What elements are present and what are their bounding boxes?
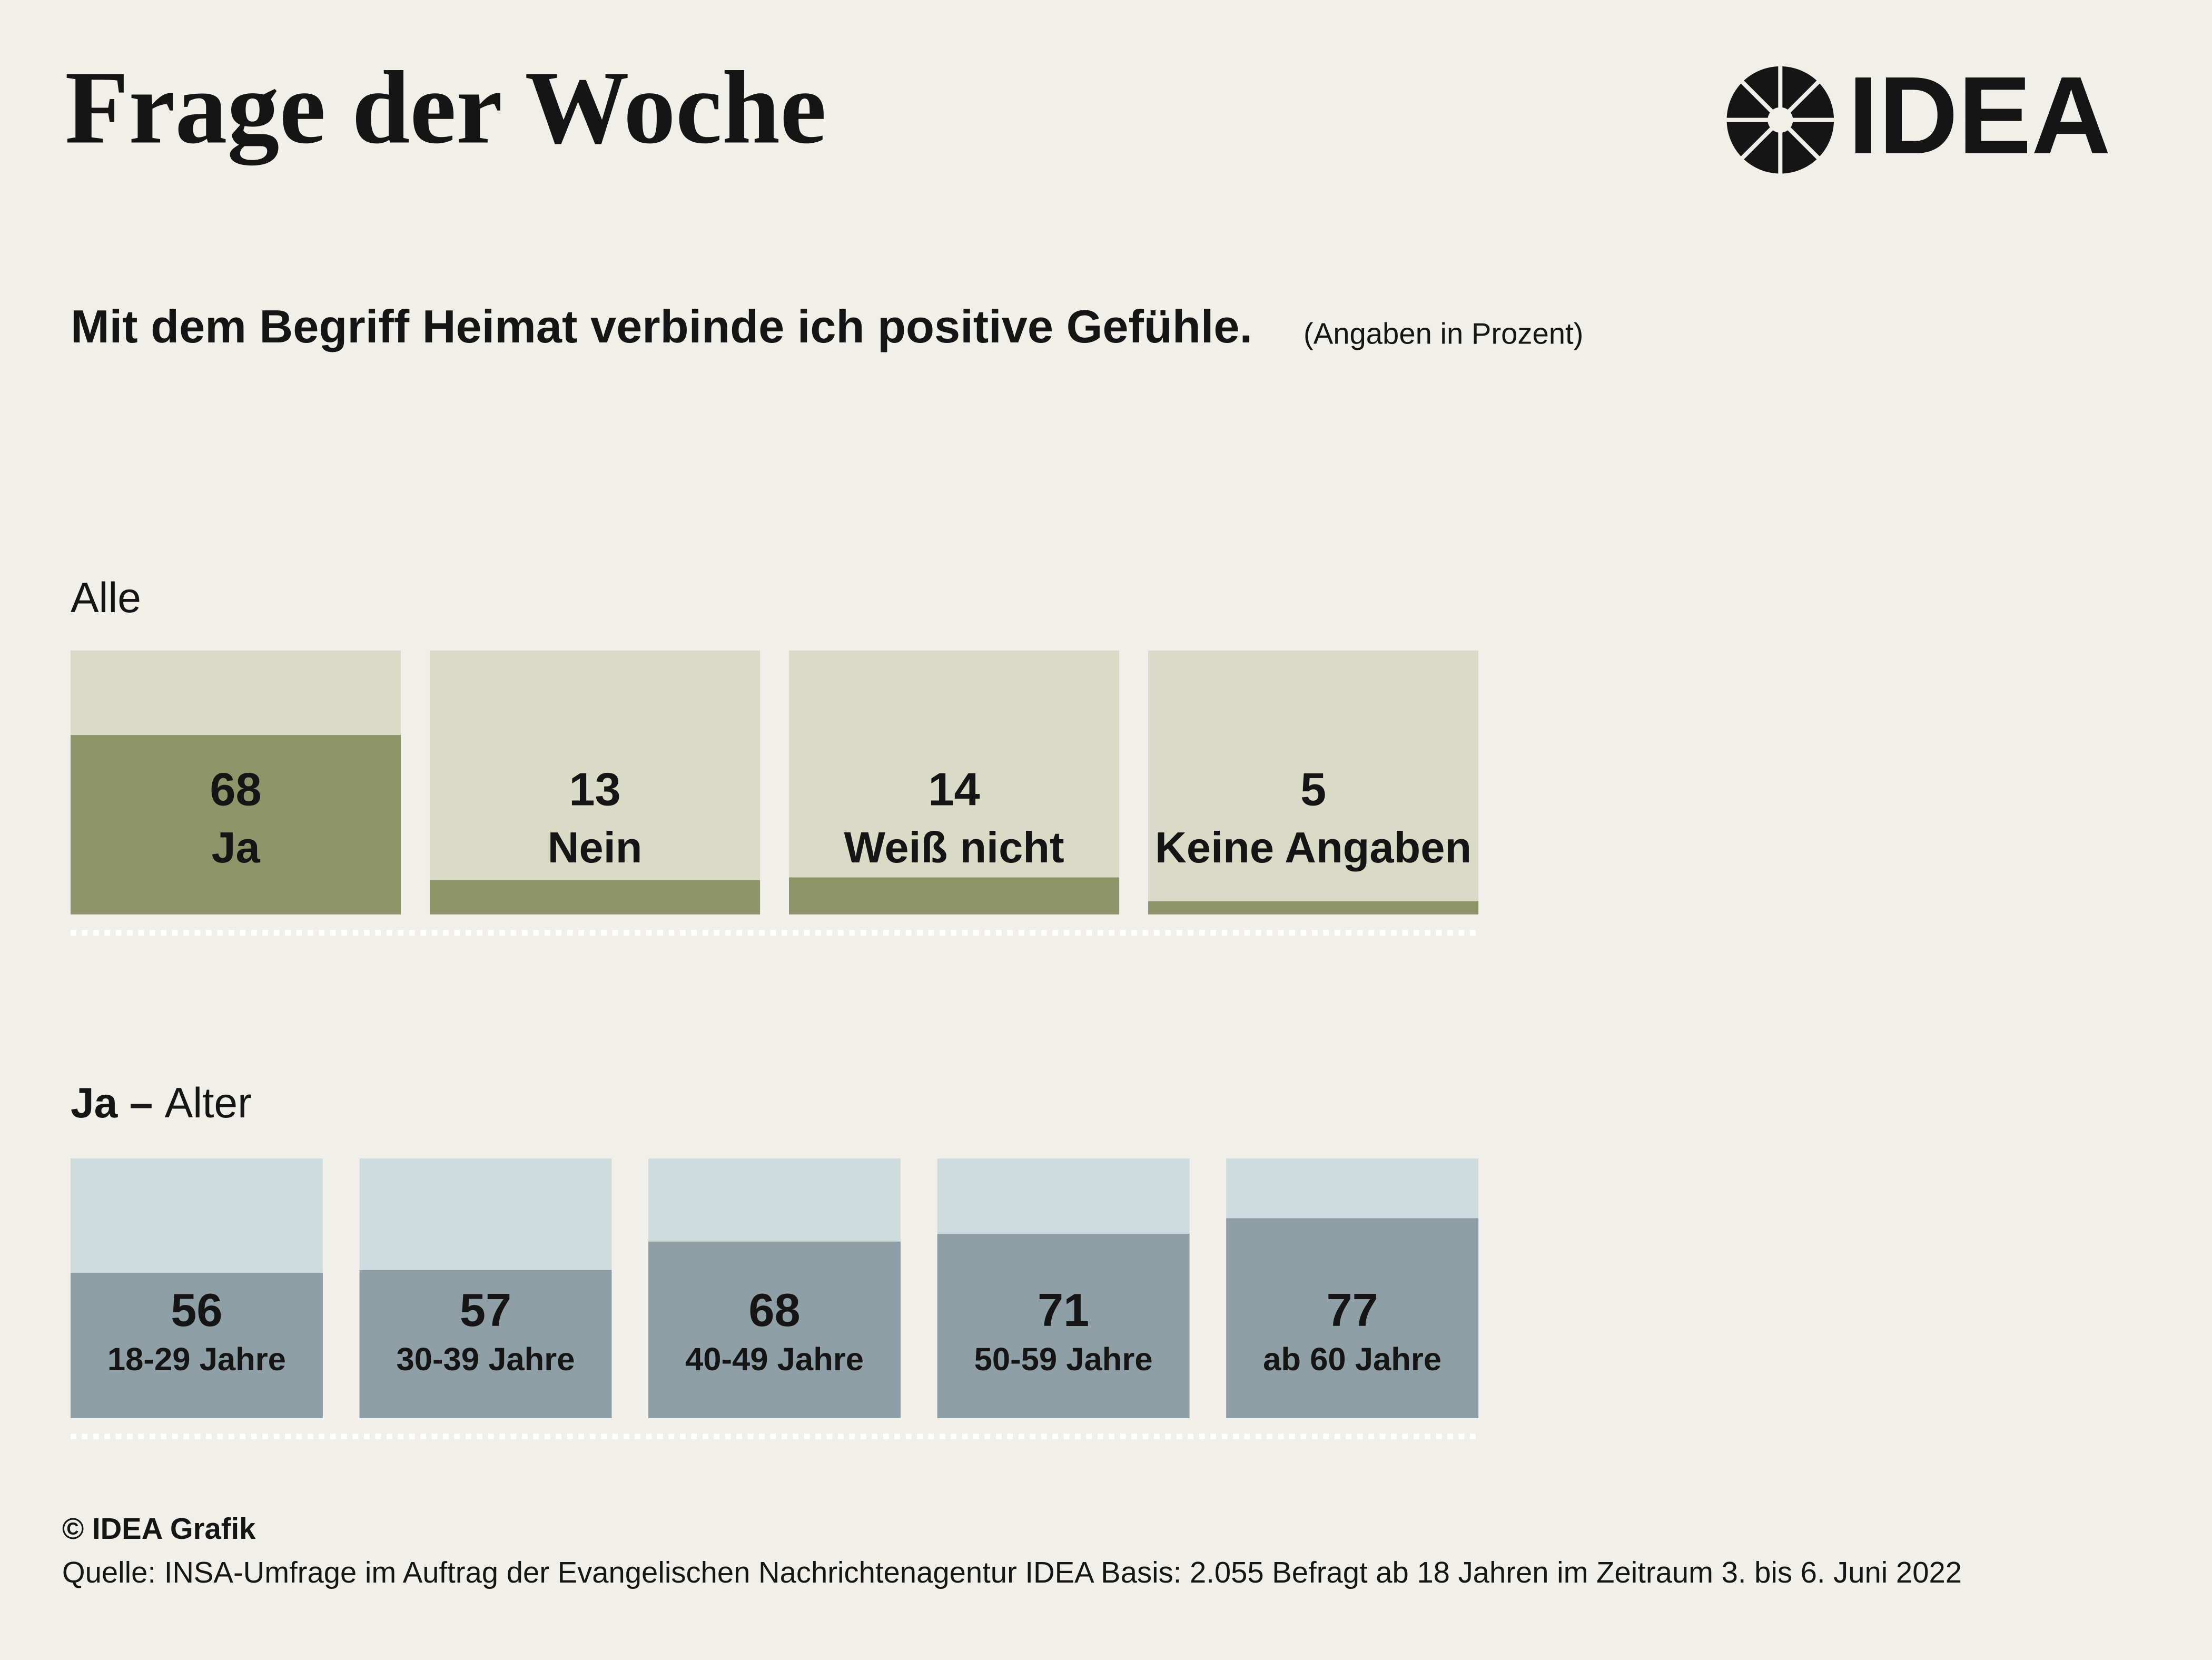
bar — [1148, 901, 1479, 915]
value-label: 57 — [460, 1284, 511, 1336]
bar — [429, 880, 761, 915]
bar-background — [1148, 650, 1479, 915]
bar — [1226, 1218, 1479, 1418]
bar — [359, 1270, 612, 1418]
category-label: Keine Angaben — [1155, 823, 1472, 872]
logo-icon — [1726, 66, 1834, 174]
bar — [70, 735, 401, 915]
group-title-text: Alle — [71, 574, 141, 622]
category-label: Weiß nicht — [844, 823, 1064, 872]
source: Quelle: INSA-Umfrage im Auftrag der Evan… — [62, 1556, 1962, 1589]
value-label: 68 — [748, 1284, 800, 1336]
value-label: 14 — [928, 763, 980, 816]
unit-note: (Angaben in Prozent) — [1303, 317, 1583, 350]
logo-text: IDEA — [1848, 54, 2111, 177]
group-title-prefix: Ja – — [71, 1079, 153, 1127]
question: Mit dem Begriff Heimat verbinde ich posi… — [71, 300, 1252, 352]
group-title: Alle — [71, 574, 141, 622]
group-title-text: Alter — [165, 1079, 252, 1127]
bar-background — [429, 650, 761, 915]
category-label: 50-59 Jahre — [974, 1341, 1153, 1378]
category-label: Nein — [548, 823, 643, 872]
value-label: 71 — [1038, 1284, 1089, 1336]
value-label: 13 — [569, 763, 620, 816]
value-label: 68 — [210, 763, 261, 816]
group-title: Ja – Alter — [71, 1079, 252, 1127]
bar — [648, 1241, 901, 1418]
category-label: Ja — [211, 823, 260, 872]
value-label: 5 — [1300, 763, 1326, 816]
bar-background — [789, 650, 1120, 915]
category-label: 40-49 Jahre — [685, 1341, 864, 1378]
category-label: 30-39 Jahre — [396, 1341, 575, 1378]
credit: © IDEA Grafik — [62, 1512, 256, 1545]
value-label: 56 — [171, 1284, 222, 1336]
category-label: 18-29 Jahre — [107, 1341, 286, 1378]
bar — [937, 1233, 1190, 1418]
bar — [70, 1272, 323, 1418]
bar — [789, 877, 1120, 915]
page-title: Frage der Woche — [65, 49, 826, 165]
category-label: ab 60 Jahre — [1263, 1341, 1441, 1378]
value-label: 77 — [1327, 1284, 1378, 1336]
